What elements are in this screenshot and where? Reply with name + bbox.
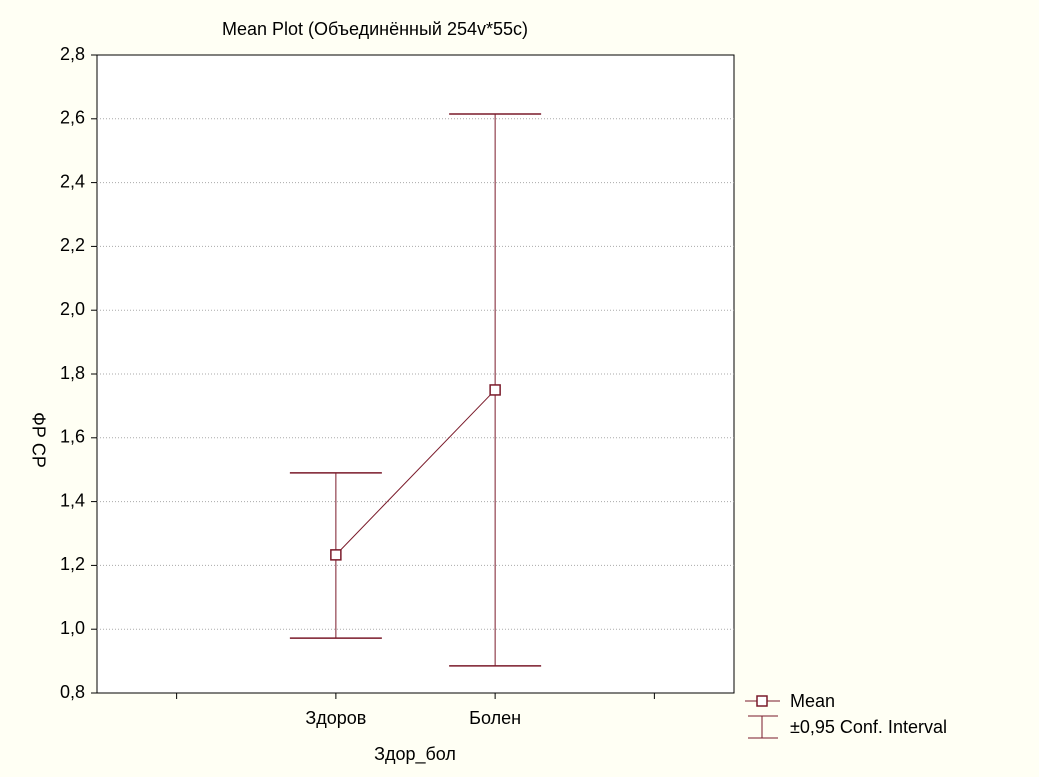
y-tick-label: 2,6 — [60, 108, 85, 128]
y-tick-label: 2,8 — [60, 44, 85, 64]
y-tick-label: 2,2 — [60, 235, 85, 255]
y-tick-label: 2,4 — [60, 171, 85, 191]
x-tick-label: Болен — [469, 708, 521, 728]
mean-line — [335, 389, 496, 556]
legend-marker — [756, 695, 768, 707]
y-axis-label: ФР СР — [28, 412, 48, 468]
y-tick-label: 1,2 — [60, 554, 85, 574]
y-tick-label: 1,6 — [60, 427, 85, 447]
y-tick-label: 1,4 — [60, 490, 85, 510]
mean-marker — [489, 384, 501, 396]
y-tick-label: 1,0 — [60, 618, 85, 638]
x-tick-label: Здоров — [305, 708, 366, 728]
y-tick-label: 2,0 — [60, 299, 85, 319]
chart-title: Mean Plot (Объединённый 254v*55c) — [222, 19, 528, 39]
mean-marker — [330, 549, 342, 561]
y-tick-label: 0,8 — [60, 682, 85, 702]
legend-label: ±0,95 Conf. Interval — [790, 717, 947, 737]
y-tick-label: 1,8 — [60, 363, 85, 383]
x-axis-label: Здор_бол — [374, 744, 456, 765]
legend-label: Mean — [790, 691, 835, 711]
